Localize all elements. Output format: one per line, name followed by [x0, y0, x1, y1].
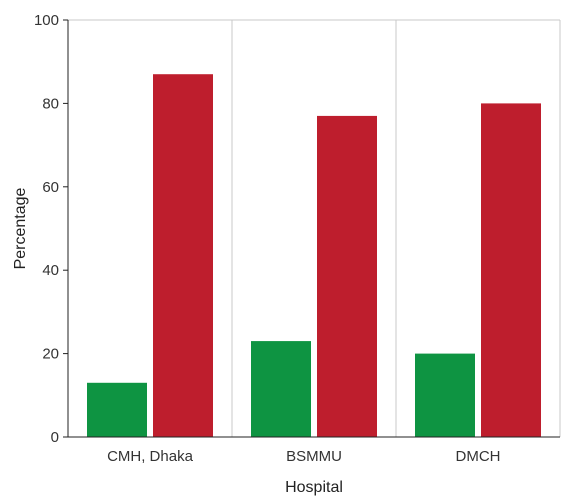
axes — [63, 19, 560, 438]
y-tick-label: 0 — [51, 429, 59, 446]
y-tick-label: 80 — [42, 95, 59, 112]
y-tick-label: 40 — [42, 262, 59, 279]
bar-series1-1 — [251, 341, 311, 437]
y-tick-label: 60 — [42, 179, 59, 196]
grid-lines — [68, 19, 561, 437]
x-tick-label: CMH, Dhaka — [107, 448, 194, 465]
x-tick-label: BSMMU — [286, 448, 342, 465]
x-tick-label: DMCH — [456, 448, 501, 465]
x-tick-labels: CMH, Dhaka BSMMU DMCH — [107, 448, 500, 465]
bar-series2-0 — [153, 74, 213, 438]
bar-series2-2 — [481, 103, 541, 438]
bar-series1-0 — [87, 382, 147, 437]
y-tick-label: 100 — [34, 12, 59, 29]
y-axis-title: Percentage — [12, 187, 29, 269]
x-axis-title: Hospital — [285, 479, 343, 496]
bar-series2-1 — [317, 115, 377, 437]
y-tick-label: 20 — [42, 346, 59, 363]
y-tick-labels: 0 20 40 60 80 100 — [34, 12, 59, 446]
bar-series1-2 — [415, 353, 475, 437]
bars — [87, 74, 541, 438]
